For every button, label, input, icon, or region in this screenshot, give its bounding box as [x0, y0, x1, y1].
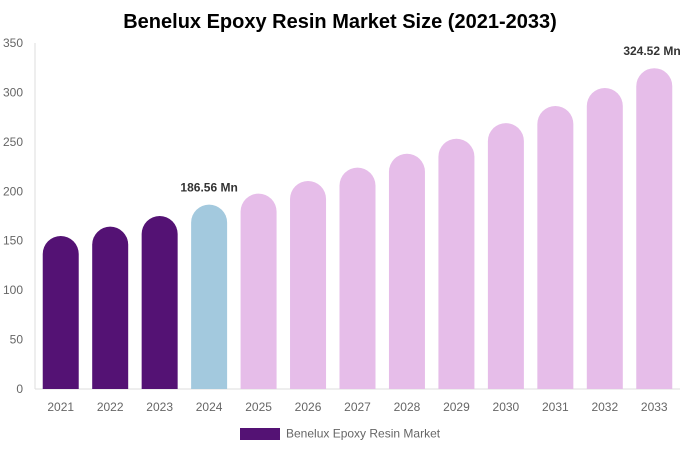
data-label: 324.52 Mn: [623, 44, 680, 58]
x-tick-label: 2021: [47, 400, 74, 414]
y-tick-label: 0: [16, 382, 23, 396]
bar: [388, 153, 425, 389]
x-tick-label: 2029: [443, 400, 470, 414]
labels: 186.56 Mn 324.52 Mn: [180, 44, 680, 194]
axes: 0 50 100 150 200 250 300 350 2021 2022 2023 2024 202…: [3, 36, 680, 414]
bars: [42, 68, 673, 390]
legend-swatch: [240, 428, 280, 440]
x-tick-label: 2026: [295, 400, 322, 414]
bar: [42, 235, 79, 389]
x-tick-label: 2024: [196, 400, 223, 414]
y-tick-label: 350: [3, 36, 23, 50]
bar: [636, 68, 673, 390]
data-label: 186.56 Mn: [180, 181, 237, 195]
x-tick-label: 2027: [344, 400, 371, 414]
x-tick-label: 2033: [641, 400, 668, 414]
bar: [141, 216, 178, 389]
x-tick-label: 2022: [97, 400, 124, 414]
bar: [537, 105, 574, 390]
bar: [438, 138, 475, 389]
bar: [191, 204, 228, 389]
y-tick-label: 300: [3, 85, 23, 99]
bar: [240, 193, 277, 389]
x-tick-label: 2030: [493, 400, 520, 414]
x-tick-label: 2031: [542, 400, 569, 414]
bar: [92, 226, 129, 389]
y-tick-label: 250: [3, 135, 23, 149]
bar: [339, 167, 376, 389]
bar: [586, 87, 623, 389]
legend[interactable]: Benelux Epoxy Resin Market: [240, 427, 441, 441]
x-tick-label: 2023: [146, 400, 173, 414]
bar: [487, 123, 524, 389]
x-tick-label: 2028: [394, 400, 421, 414]
y-tick-label: 200: [3, 184, 23, 198]
y-tick-label: 150: [3, 234, 23, 248]
legend-label: Benelux Epoxy Resin Market: [286, 427, 441, 441]
bar: [290, 181, 327, 389]
x-tick-label: 2032: [591, 400, 618, 414]
y-tick-label: 100: [3, 283, 23, 297]
chart-title: Benelux Epoxy Resin Market Size (2021-20…: [123, 11, 557, 33]
y-tick-label: 50: [10, 333, 24, 347]
x-tick-label: 2025: [245, 400, 272, 414]
